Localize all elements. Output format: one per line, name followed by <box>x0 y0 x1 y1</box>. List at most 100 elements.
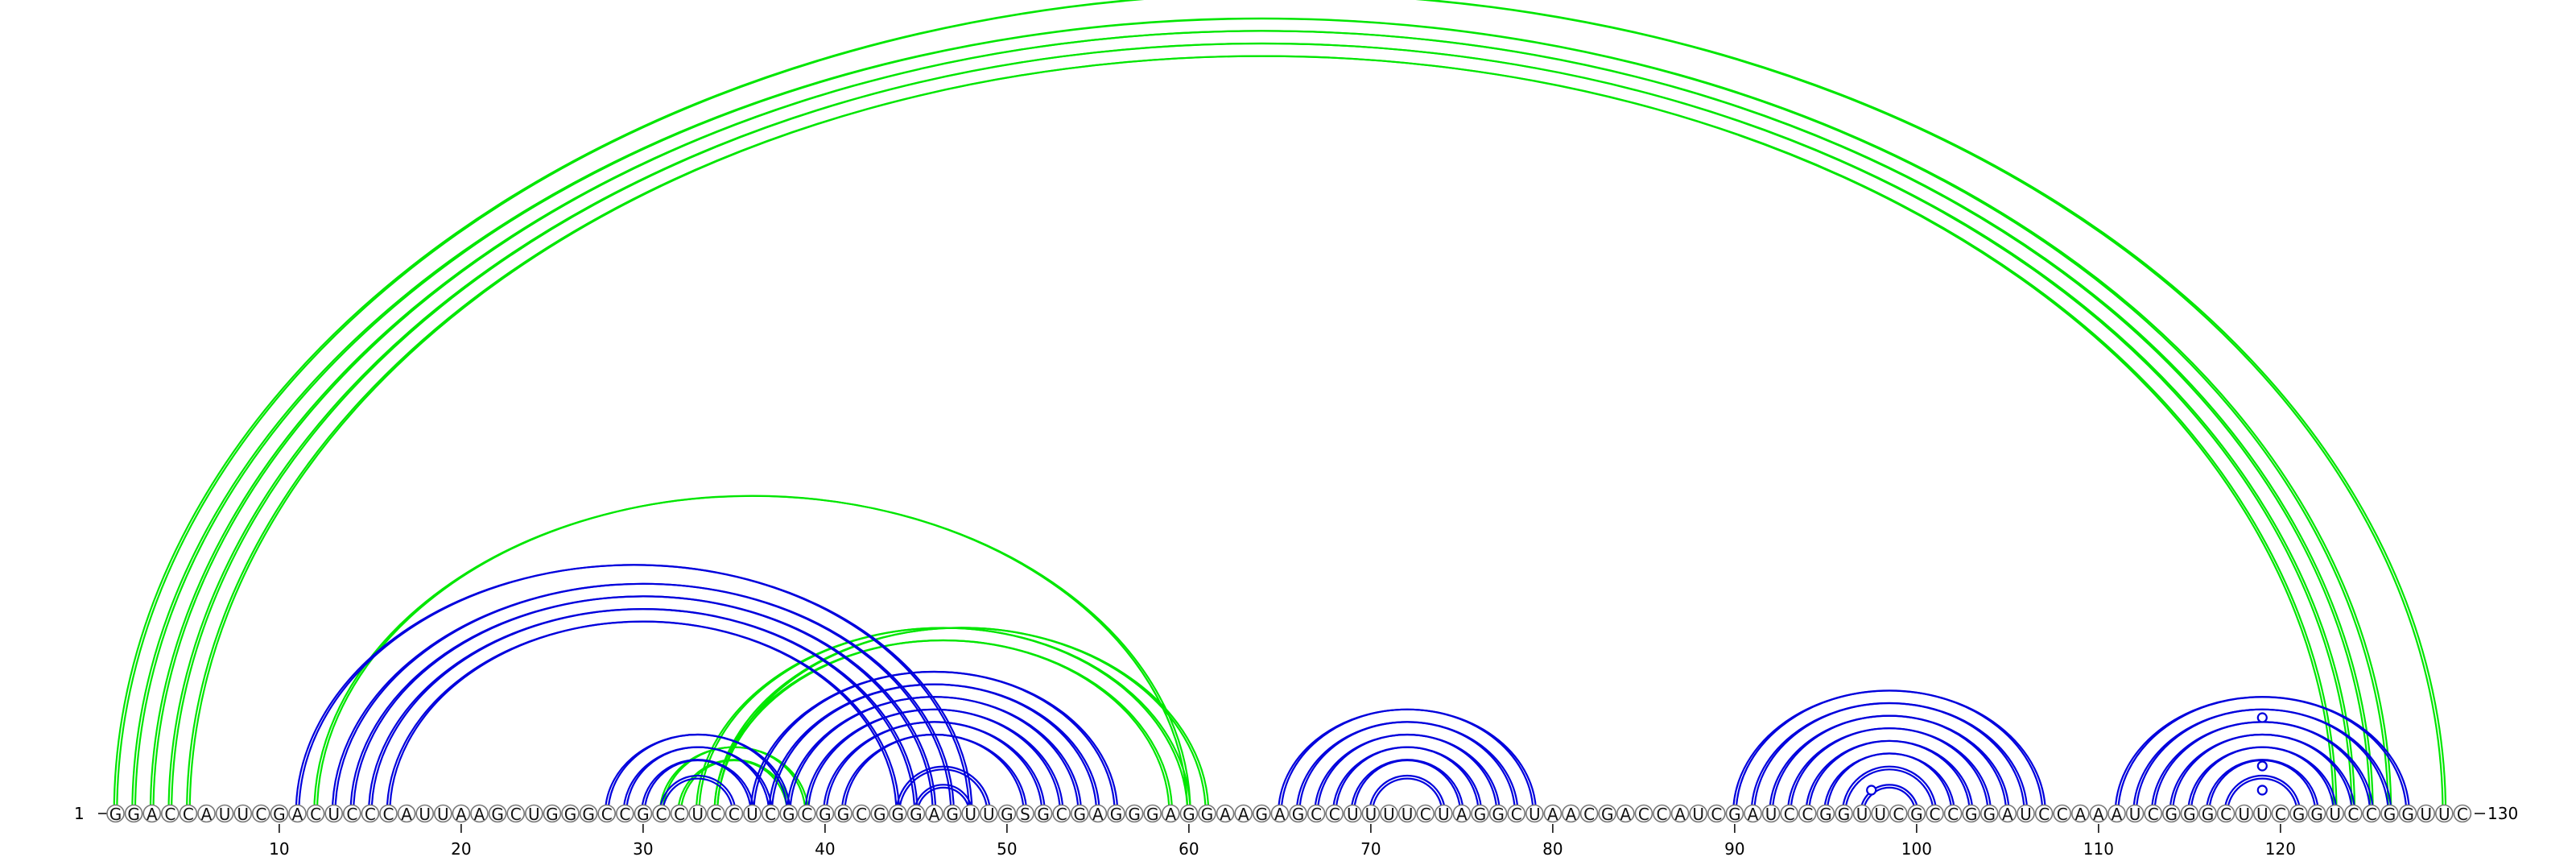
nucleotide-letter-49: U <box>983 805 995 824</box>
nucleotide-letter-27: G <box>582 805 595 824</box>
nucleotide-letter-126: G <box>2384 805 2396 824</box>
nucleotide-letter-51: S <box>1020 805 1030 824</box>
end-index-label: 130 <box>2487 804 2518 823</box>
nucleotide-letter-50: G <box>1001 805 1013 824</box>
blue-arc-39-53-b <box>807 708 1061 814</box>
nucleotide-letter-39: C <box>801 805 812 824</box>
nucleotide-circle-47 <box>943 804 962 823</box>
nucleotide-letter-17: A <box>401 805 412 824</box>
nucleotide-letter-34: C <box>710 805 721 824</box>
nucleotide-letter-128: U <box>2420 805 2432 824</box>
nucleotide-circle-40 <box>815 804 835 823</box>
nucleotide-circle-65 <box>1270 804 1290 823</box>
nucleotide-circle-119 <box>2253 804 2272 823</box>
tick-label-90: 90 <box>1724 839 1744 857</box>
blue-arc-117-121-b <box>2226 777 2298 814</box>
nucleotide-letter-10: G <box>273 805 286 824</box>
nucleotide-circle-117 <box>2216 804 2235 823</box>
nucleotide-circle-60 <box>1179 804 1199 823</box>
green-arc-1-129-b <box>116 0 2444 814</box>
nucleotide-circle-66 <box>1289 804 1307 823</box>
nucleotide-circle-12 <box>306 804 325 823</box>
nucleotide-circle-102 <box>1943 804 1963 823</box>
blue-arc-114-124-b <box>2172 733 2353 814</box>
nucleotide-letter-118: U <box>2238 805 2250 824</box>
blue-arc-30-36-b <box>643 759 752 814</box>
nucleotide-circle-118 <box>2235 804 2253 823</box>
nucleotide-letter-29: C <box>619 805 630 824</box>
nucleotide-letter-124: C <box>2347 805 2359 824</box>
nucleotide-letter-59: A <box>1165 805 1176 824</box>
nucleotide-circle-88 <box>1689 804 1707 823</box>
nucleotide-circle-22 <box>488 804 507 823</box>
nucleotide-circle-100 <box>1907 804 1926 823</box>
nucleotide-letter-16: C <box>383 805 394 824</box>
blue-arc-112-126-b <box>2135 708 2389 814</box>
start-index-label: 1 <box>74 804 85 823</box>
pair-marker-1 <box>2256 785 2268 796</box>
nucleotide-letter-55: A <box>1092 805 1104 824</box>
nucleotide-circle-39 <box>797 804 816 823</box>
nucleotide-letter-63: A <box>1238 805 1249 824</box>
nucleotide-letter-83: G <box>1601 805 1614 824</box>
nucleotide-circle-13 <box>324 804 344 823</box>
nucleotide-letter-53: C <box>1056 805 1067 824</box>
nucleotide-letter-24: U <box>528 805 540 824</box>
nucleotide-letter-5: C <box>183 805 194 824</box>
nucleotide-circle-112 <box>2125 804 2145 823</box>
nucleotide-letter-90: G <box>1728 805 1741 824</box>
nucleotide-circle-48 <box>961 804 980 823</box>
tick-label-80: 80 <box>1542 839 1563 857</box>
nucleotide-circle-76 <box>1471 804 1489 823</box>
blue-arc-36-56-b <box>753 670 1116 814</box>
tick-label-110: 110 <box>2083 839 2114 857</box>
nucleotide-circle-113 <box>2144 804 2162 823</box>
nucleotide-letter-23: C <box>510 805 522 824</box>
nucleotide-letter-109: A <box>2074 805 2086 824</box>
nucleotide-letter-42: C <box>856 805 867 824</box>
nucleotide-circle-74 <box>1435 804 1453 823</box>
nucleotide-letter-43: G <box>873 805 886 824</box>
blue-arc-29-37-b <box>625 746 770 814</box>
blue-arc-116-122-b <box>2208 759 2317 814</box>
green-arc-3-125 <box>149 30 2374 814</box>
blue-arc-13-47-b <box>334 582 952 814</box>
nucleotide-circle-78 <box>1507 804 1525 823</box>
blue-arc-65-79-b <box>1280 708 1534 814</box>
nucleotide-circle-105 <box>1998 804 2017 823</box>
blue-arc-96-101-b <box>1844 768 1934 814</box>
blue-arc-67-77-b <box>1316 733 1498 814</box>
nucleotide-letter-78: C <box>1511 805 1522 824</box>
nucleotide-letter-85: C <box>1638 805 1649 824</box>
blue-arc-70-74 <box>1368 774 1447 814</box>
nucleotide-letter-74: U <box>1438 805 1450 824</box>
blue-arc-115-123-b <box>2190 746 2334 814</box>
nucleotide-circle-99 <box>1889 804 1908 823</box>
nucleotide-letter-82: C <box>1583 805 1595 824</box>
blue-arc-11-48 <box>295 564 973 814</box>
nucleotide-circle-54 <box>1071 804 1089 823</box>
nucleotide-circle-130 <box>2453 804 2472 823</box>
nucleotide-circle-120 <box>2271 804 2290 823</box>
nucleotide-circle-4 <box>161 804 180 823</box>
nucleotide-letter-107: C <box>2038 805 2050 824</box>
blue-arc-14-46-b <box>353 595 934 814</box>
nucleotide-letter-123: U <box>2329 805 2341 824</box>
blue-arc-117-121 <box>2223 774 2301 814</box>
nucleotide-letter-112: U <box>2129 805 2141 824</box>
nucleotide-letter-18: U <box>419 805 431 824</box>
nucleotide-circle-75 <box>1452 804 1472 823</box>
nucleotide-circle-1 <box>106 804 125 823</box>
nucleotide-circle-83 <box>1598 804 1616 823</box>
nucleotide-letter-3: A <box>147 805 158 824</box>
nucleotide-circle-41 <box>834 804 852 823</box>
nucleotide-letter-46: A <box>929 805 940 824</box>
green-arc-3-125-b <box>152 30 2372 814</box>
nucleotide-letter-54: G <box>1074 805 1087 824</box>
blue-arc-70-74-b <box>1371 777 1443 814</box>
nucleotide-letter-41: G <box>837 805 850 824</box>
nucleotide-letter-62: A <box>1220 805 1231 824</box>
nucleotide-circle-103 <box>1962 804 1980 823</box>
nucleotide-circle-28 <box>597 804 617 823</box>
